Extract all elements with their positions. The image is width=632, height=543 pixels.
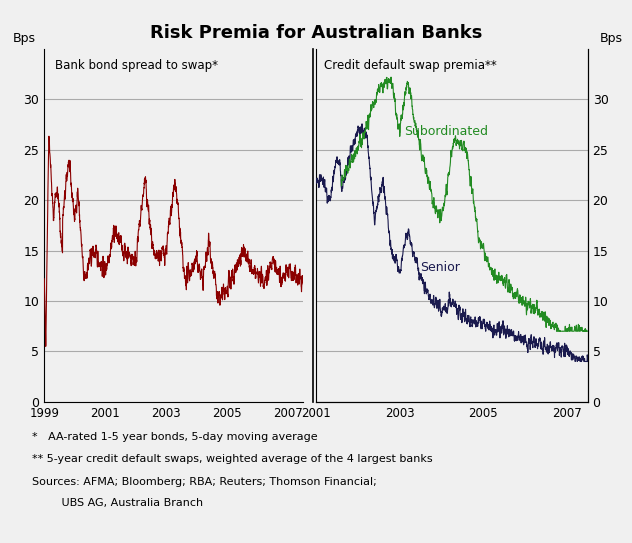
Text: ** 5-year credit default swaps, weighted average of the 4 largest banks: ** 5-year credit default swaps, weighted… — [32, 454, 432, 464]
Text: Bps: Bps — [13, 33, 36, 46]
Text: Senior: Senior — [420, 261, 460, 274]
Text: Credit default swap premia**: Credit default swap premia** — [324, 60, 497, 72]
Text: Bank bond spread to swap*: Bank bond spread to swap* — [54, 60, 217, 72]
Text: UBS AG, Australia Branch: UBS AG, Australia Branch — [44, 498, 204, 508]
Text: Risk Premia for Australian Banks: Risk Premia for Australian Banks — [150, 24, 482, 42]
Text: Sources: AFMA; Bloomberg; RBA; Reuters; Thomson Financial;: Sources: AFMA; Bloomberg; RBA; Reuters; … — [32, 477, 376, 487]
Text: Bps: Bps — [600, 33, 623, 46]
Text: Subordinated: Subordinated — [404, 124, 488, 137]
Text: *   AA-rated 1-5 year bonds, 5-day moving average: * AA-rated 1-5 year bonds, 5-day moving … — [32, 432, 317, 441]
